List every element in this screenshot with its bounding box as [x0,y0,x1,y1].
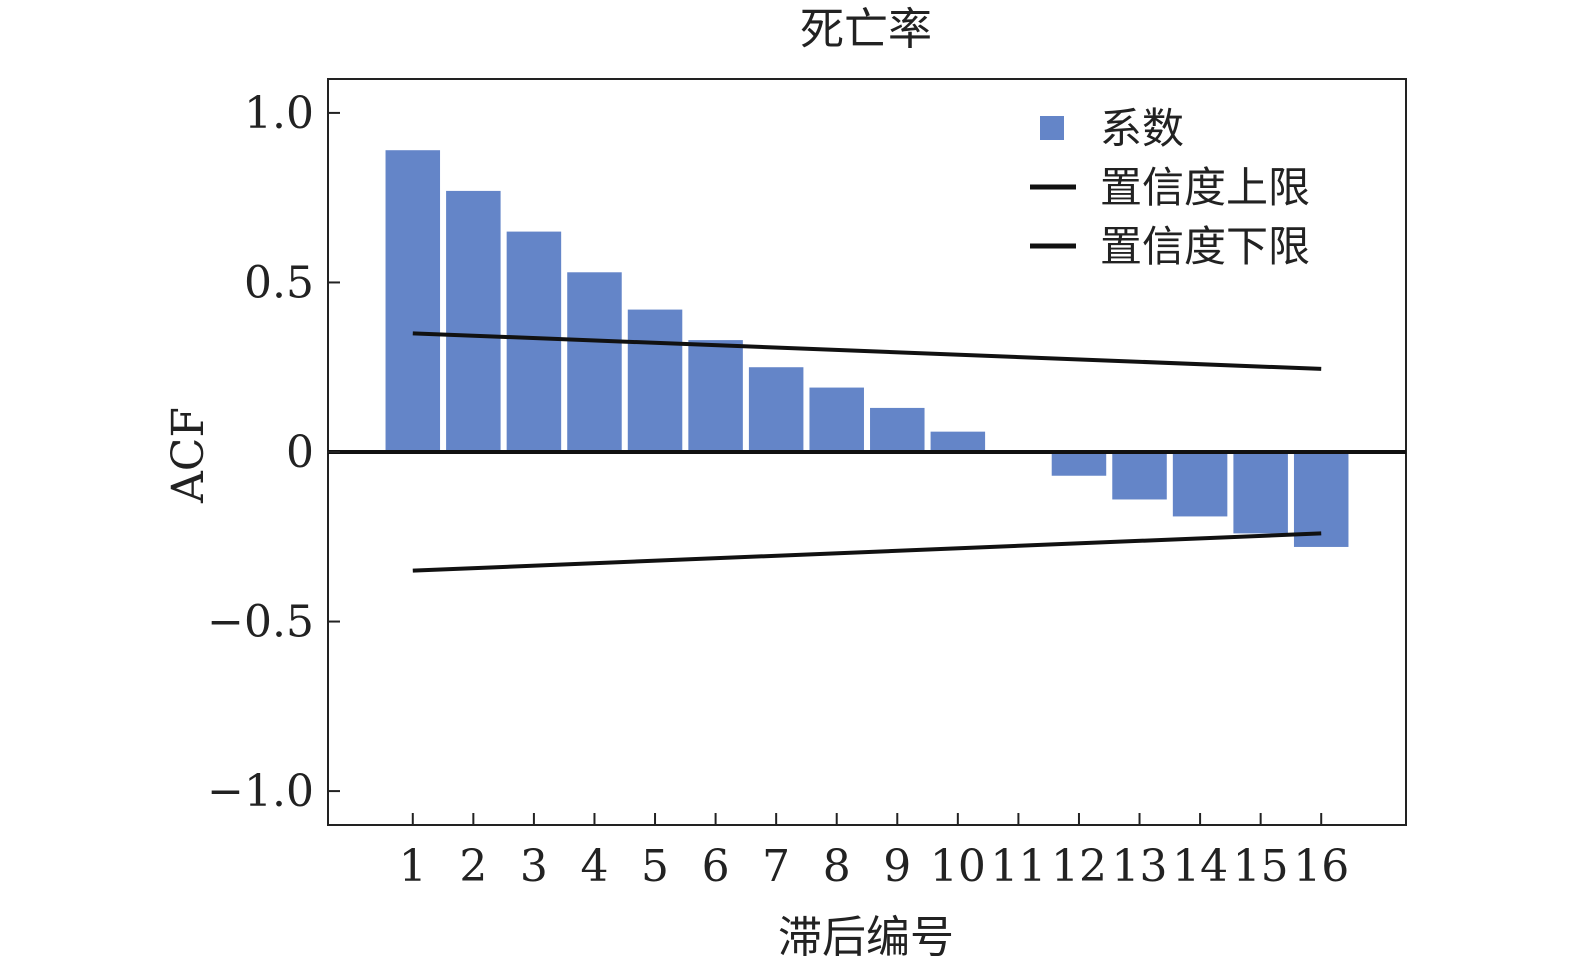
x-tick-label: 10 [930,841,986,892]
x-tick-label: 7 [762,841,790,892]
x-axis-label: 滞后编号 [778,912,954,963]
x-tick-label: 3 [520,841,548,892]
bar-lag-5 [627,309,683,452]
y-tick-label: 0.5 [244,257,314,308]
bar-lag-3 [506,231,562,452]
bar-lag-2 [446,190,501,452]
x-tick-label: 2 [459,841,487,892]
bar-lag-1 [385,150,441,452]
bar-lag-13 [1112,452,1167,500]
x-tick-label: 11 [990,841,1046,892]
bar-lag-16 [1293,452,1349,547]
bar-lag-7 [748,367,804,452]
x-tick-label: 14 [1172,841,1228,892]
x-tick-label: 12 [1051,841,1107,892]
legend-label: 系数 [1100,104,1184,153]
bar-lag-10 [930,431,986,452]
x-tick-label: 15 [1233,841,1289,892]
confidence-upper-line [412,331,1322,371]
plot-area: 1.00.50−0.5−1.01 2 3 4 5 6 7 8 9 10 11 12 13 14 15 16 [207,78,1407,892]
x-tick-label: 1 [399,841,427,892]
legend-label: 置信度下限 [1100,222,1310,271]
legend-label: 置信度上限 [1100,163,1310,212]
bar-lag-8 [809,387,864,452]
bar-lag-15 [1233,452,1288,534]
x-tick-label: 13 [1112,841,1168,892]
confidence-lower-line [412,531,1322,573]
legend-swatch-coefficient [1040,116,1064,140]
y-tick-label: 0 [286,427,314,478]
bar-lag-9 [870,407,925,452]
x-tick-label: 8 [823,841,851,892]
bar-lag-6 [688,340,743,452]
x-tick-label: 5 [641,841,669,892]
y-axis-label: ACF [163,407,214,504]
y-tick-label: −1.0 [207,766,314,817]
x-tick-label: 9 [883,841,911,892]
bar-lag-12 [1051,452,1107,476]
x-tick-label: 4 [580,841,608,892]
chart-title: 死亡率 [800,4,932,55]
y-tick-label: 1.0 [244,88,314,139]
x-tick-label: 16 [1293,841,1349,892]
bar-lag-4 [567,272,622,452]
x-tick-label: 6 [702,841,730,892]
bar-lag-14 [1172,452,1228,517]
y-tick-label: −0.5 [207,597,314,648]
